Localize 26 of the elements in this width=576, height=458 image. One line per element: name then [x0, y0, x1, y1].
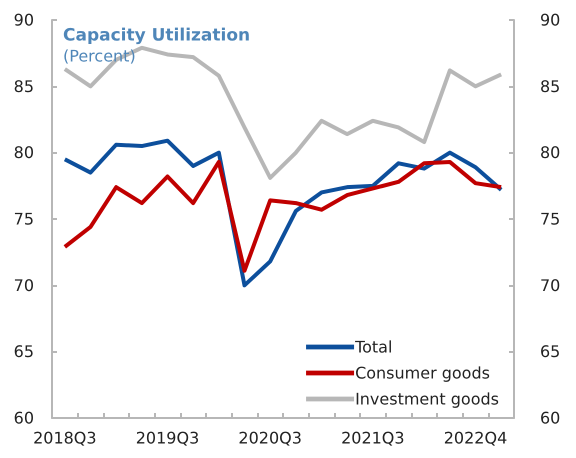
- y-tick-label: 70: [14, 276, 34, 295]
- y2-tick-label: 60: [540, 408, 560, 428]
- y2-tick-label: 75: [540, 210, 560, 228]
- text: (Percent): [63, 46, 136, 66]
- y-tick-label: 65: [14, 342, 34, 362]
- y2-tick-label: 85: [540, 76, 560, 96]
- y-tick-label: 80: [14, 143, 34, 162]
- x-tick-label: 2018Q3: [33, 428, 97, 448]
- y-tick-label: 90: [14, 10, 34, 30]
- y2-tick-label: 90: [540, 10, 560, 30]
- line-series: [62, 160, 504, 273]
- legend-label: Investment goods: [355, 390, 499, 408]
- y2-tick-label: 80: [540, 143, 560, 162]
- legend-label: Total: [354, 338, 392, 356]
- x-tick-label: 2021Q3: [341, 428, 405, 448]
- line-series: [62, 46, 504, 180]
- y2-tick-label: 70: [540, 276, 560, 295]
- y-tick-label: 75: [14, 210, 34, 228]
- x-tick-label: 2020Q3: [238, 428, 302, 448]
- y2-tick-label: 65: [540, 342, 560, 362]
- legend-label: Consumer goods: [355, 364, 490, 382]
- y-tick-label: 60: [14, 408, 34, 428]
- chart-title: Capacity Utilization: [63, 26, 250, 46]
- x-tick-label: 2019Q3: [136, 428, 200, 448]
- y-tick-label: 85: [14, 76, 34, 96]
- x-tick-label: 2022Q4: [444, 428, 508, 448]
